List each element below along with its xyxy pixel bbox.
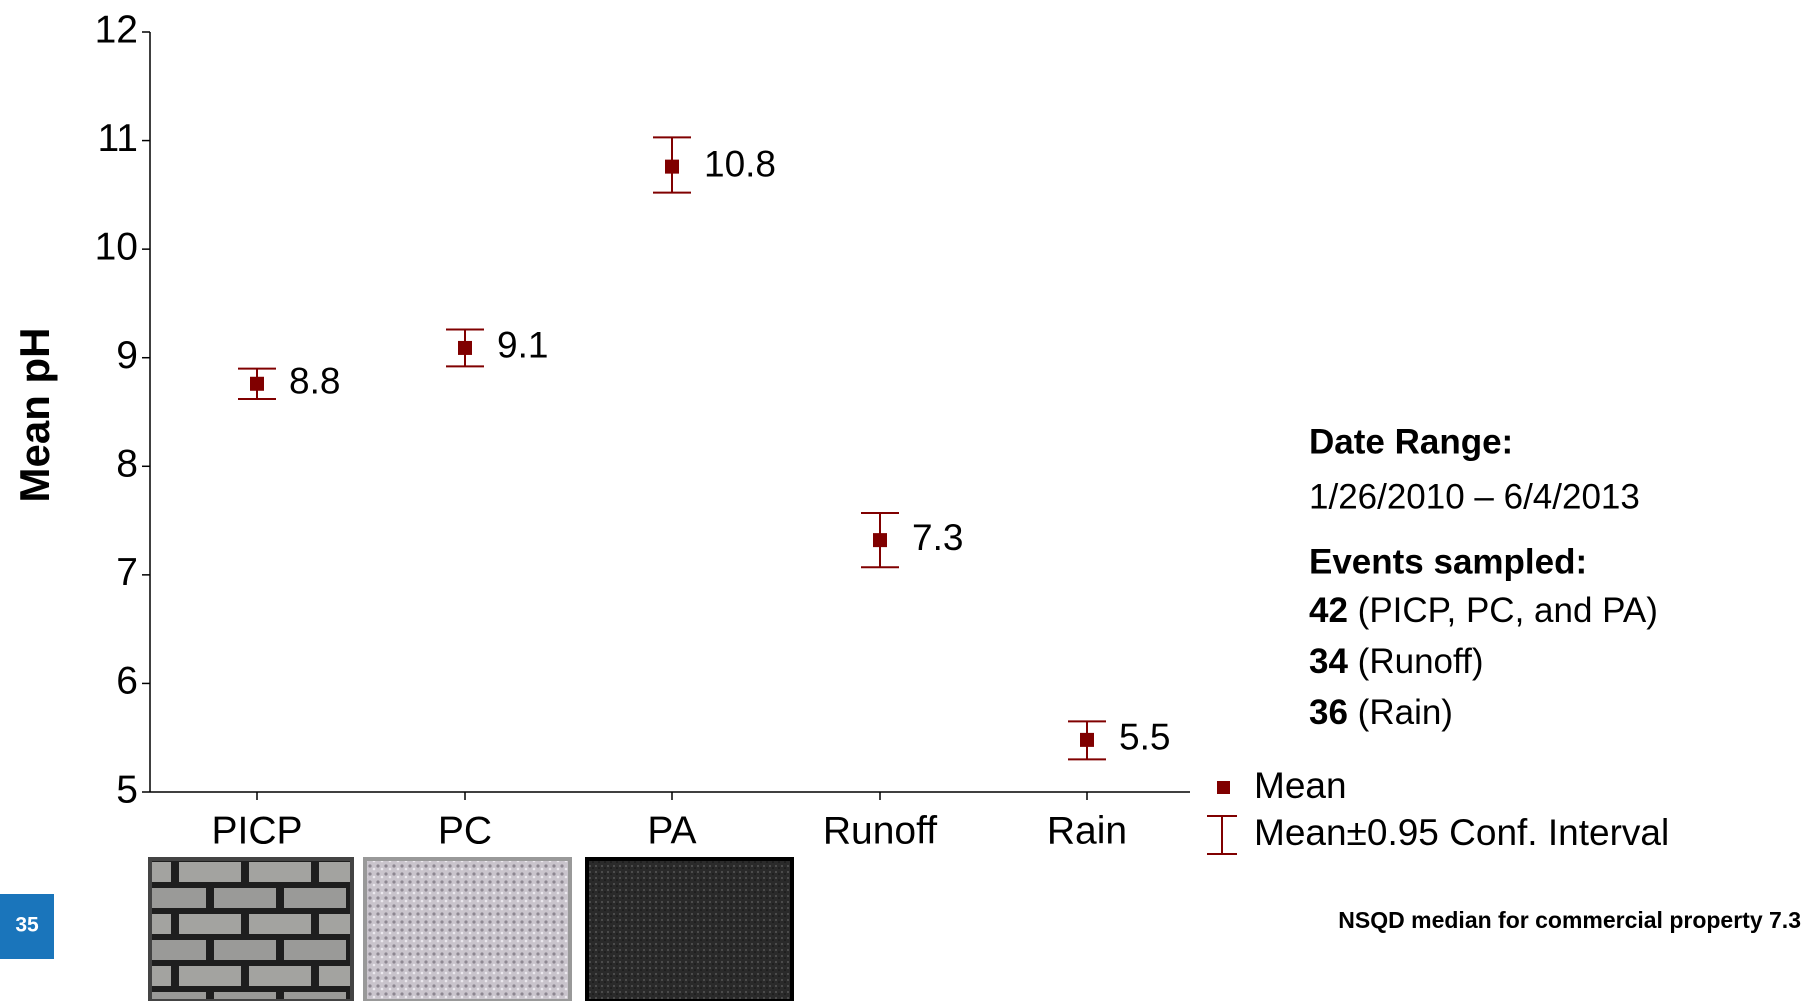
x-tick-label: PICP [211, 809, 302, 852]
value-label: 10.8 [704, 143, 776, 184]
events-line: 36 (Rain) [1309, 693, 1453, 732]
y-axis-label: Mean pH [11, 327, 58, 502]
events-line: 42 (PICP, PC, and PA) [1309, 591, 1658, 630]
y-tick-label: 5 [116, 768, 138, 811]
legend-mean: Mean [1254, 765, 1347, 806]
value-label: 8.8 [289, 361, 340, 402]
mean-marker [458, 340, 472, 355]
x-tick-label: PC [438, 809, 492, 852]
mean-marker [1080, 732, 1094, 747]
y-tick-label: 9 [116, 334, 138, 377]
events-line: 34 (Runoff) [1309, 642, 1483, 681]
legend-mean-marker [1217, 781, 1230, 794]
y-tick-label: 12 [95, 8, 138, 51]
events-title: Events sampled: [1309, 542, 1587, 581]
x-tick-label: PA [647, 809, 696, 852]
y-tick-label: 8 [116, 443, 138, 486]
page-number-box [0, 894, 54, 959]
date-range: 1/26/2010 – 6/4/2013 [1309, 477, 1640, 516]
y-tick-label: 10 [95, 225, 138, 268]
mean-marker [250, 376, 264, 391]
value-label: 5.5 [1119, 717, 1170, 758]
event-count: 34 [1309, 642, 1348, 681]
photo-picp [148, 857, 354, 1001]
y-tick-label: 11 [98, 117, 139, 160]
y-tick-label: 6 [116, 660, 138, 703]
page-number: 35 [15, 914, 39, 937]
value-label: 9.1 [497, 325, 548, 366]
mean-marker [665, 159, 679, 174]
value-label: 7.3 [912, 517, 963, 558]
event-text: (PICP, PC, and PA) [1358, 591, 1658, 630]
note: NSQD median for commercial property 7.3 [1338, 907, 1801, 933]
date-range-title: Date Range: [1309, 422, 1513, 461]
event-text: (Rain) [1358, 693, 1453, 732]
photo-pc [363, 857, 572, 1001]
event-count: 42 [1309, 591, 1348, 630]
legend-interval-symbol [1207, 815, 1237, 855]
mean-marker [873, 533, 887, 548]
x-tick-label: Runoff [823, 809, 937, 852]
legend-interval: Mean±0.95 Conf. Interval [1254, 812, 1669, 853]
event-text: (Runoff) [1358, 642, 1484, 681]
event-count: 36 [1309, 693, 1348, 732]
photo-pa [585, 857, 794, 1001]
x-tick-label: Rain [1047, 809, 1127, 852]
y-tick-label: 7 [116, 551, 138, 594]
